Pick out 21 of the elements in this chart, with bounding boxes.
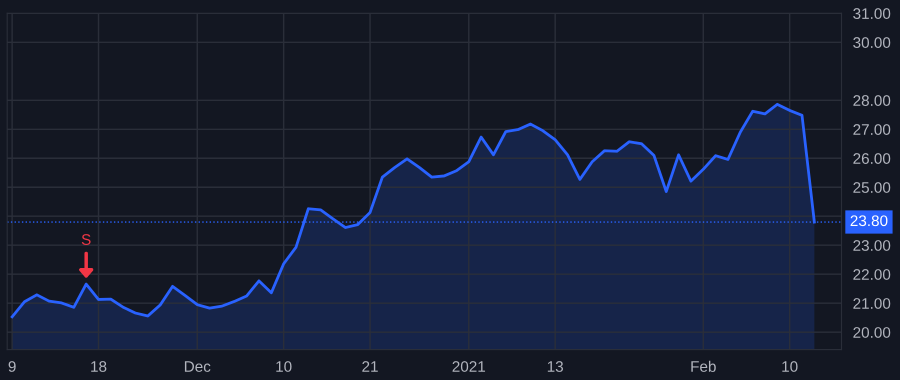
y-tick-label: 28.00: [853, 95, 890, 106]
x-tick-label: Feb: [691, 360, 716, 372]
y-tick-label: 22.00: [853, 269, 890, 280]
y-tick-label: 27.00: [853, 124, 890, 135]
ref-line-label: 23.80: [850, 215, 888, 226]
annotation: S: [82, 234, 91, 245]
y-tick-label: 25.00: [853, 182, 890, 193]
y-tick-label: 31.00: [853, 8, 890, 19]
y-tick-label: 26.00: [853, 153, 890, 164]
x-tick-label: 10: [782, 361, 798, 372]
y-tick-label: 30.00: [853, 37, 890, 48]
x-tick-label: 9: [8, 361, 16, 372]
x-tick-label: 21: [362, 361, 378, 372]
x-tick-label: 2021: [452, 361, 486, 372]
y-tick-label: 20.00: [853, 327, 890, 338]
y-tick-label: 21.00: [853, 298, 890, 309]
x-tick-label: Dec: [184, 361, 210, 372]
x-tick-label: 13: [548, 361, 563, 372]
y-tick-label: 23.00: [853, 240, 890, 251]
x-tick-label: 18: [91, 361, 106, 372]
x-tick-label: 10: [276, 361, 292, 372]
